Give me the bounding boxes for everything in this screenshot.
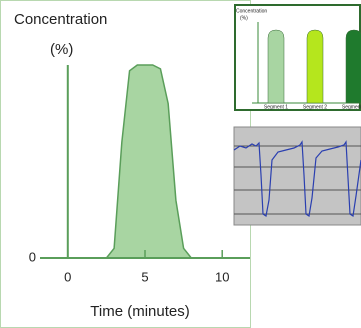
peak xyxy=(345,29,361,104)
trace-panel xyxy=(233,126,361,226)
x-axis-label: Time (minutes) xyxy=(90,303,189,320)
y-axis-label: (%) xyxy=(50,41,73,58)
inset-title: Concentration xyxy=(236,8,267,14)
peak xyxy=(306,29,324,104)
chart-title: Concentration xyxy=(14,11,107,28)
inset-category-label: Segment 3 xyxy=(342,104,361,110)
x-tick-label: 10 xyxy=(215,269,229,284)
inset-category-label: Segment 1 xyxy=(264,104,288,110)
inset-y-label: (%) xyxy=(240,15,248,21)
trace-background xyxy=(233,126,361,226)
inset-panel xyxy=(234,4,361,111)
trace xyxy=(233,140,361,218)
x-tick-label: 0 xyxy=(64,269,71,284)
x-tick-label: 5 xyxy=(141,269,148,284)
area xyxy=(104,64,193,259)
inset-category-label: Segment 2 xyxy=(303,104,327,110)
y-tick-label: 0 xyxy=(29,249,36,264)
peak xyxy=(267,29,285,104)
